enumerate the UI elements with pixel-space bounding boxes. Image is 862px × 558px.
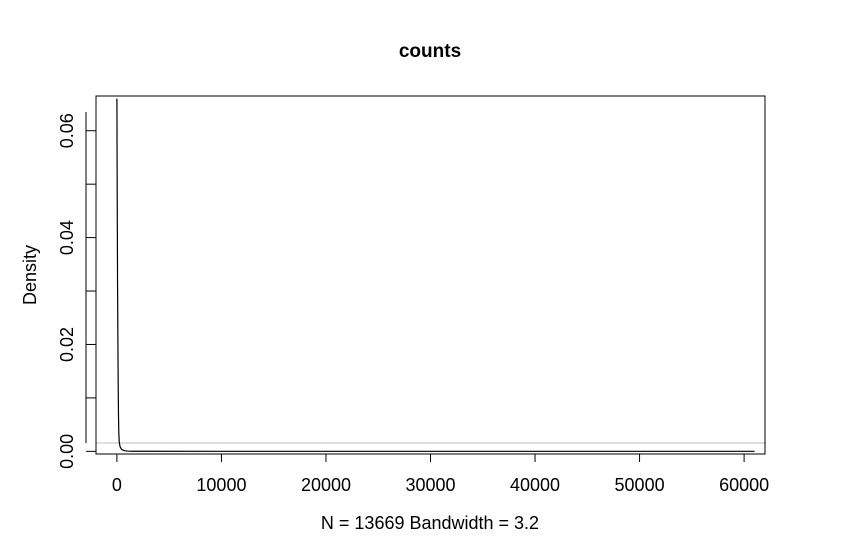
x-tick-label: 0 xyxy=(112,475,122,495)
y-tick-label: 0.02 xyxy=(57,327,77,362)
y-tick-label: 0.04 xyxy=(57,220,77,255)
plot-frame xyxy=(95,95,766,455)
x-axis-label: N = 13669 Bandwidth = 3.2 xyxy=(321,513,539,533)
y-tick-label: 0.06 xyxy=(57,113,77,148)
x-tick-label: 40000 xyxy=(510,475,560,495)
y-axis: 0.00 0.02 0.04 0.06 xyxy=(57,113,96,469)
x-axis: 0 10000 20000 30000 40000 50000 60000 xyxy=(112,454,769,495)
x-tick-label: 20000 xyxy=(301,475,351,495)
x-tick-label: 60000 xyxy=(719,475,769,495)
y-axis-label: Density xyxy=(20,245,40,305)
series-layer xyxy=(116,98,755,452)
y-tick-label: 0.00 xyxy=(57,434,77,469)
x-tick-label: 10000 xyxy=(196,475,246,495)
x-tick-label: 30000 xyxy=(405,475,455,495)
chart-title: counts xyxy=(399,41,461,62)
density-series-line xyxy=(116,98,755,452)
x-tick-label: 50000 xyxy=(615,475,665,495)
